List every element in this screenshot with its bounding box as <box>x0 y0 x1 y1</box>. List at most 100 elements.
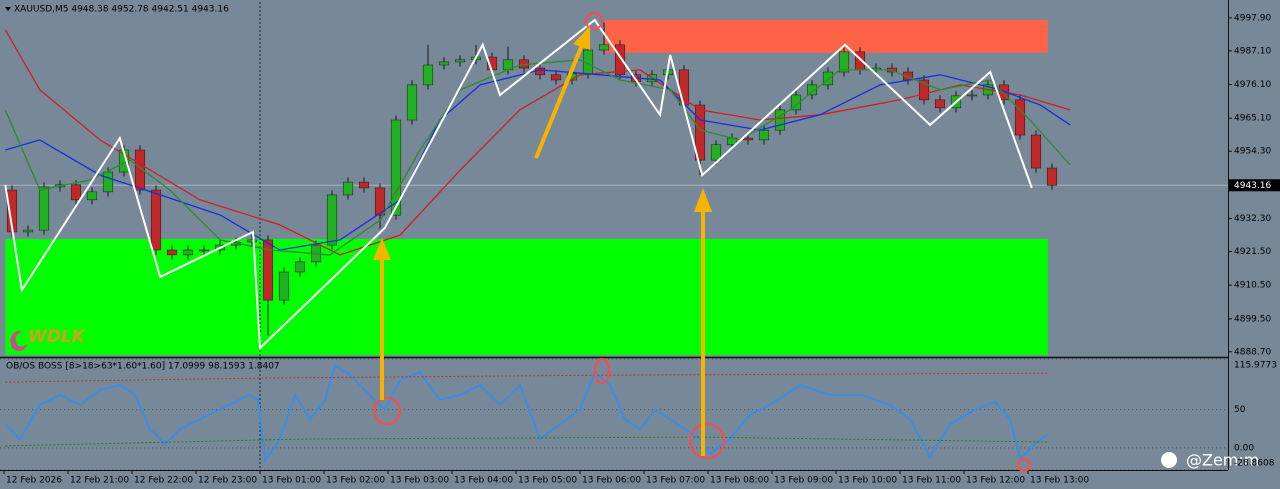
candle-body <box>102 171 114 193</box>
candle-body <box>70 184 82 201</box>
candle-body <box>966 94 978 97</box>
y-tick-label: 4910.50 <box>1234 281 1271 291</box>
x-tick-label: 12 Feb 21:00 <box>70 476 129 486</box>
last-price-label: 4943.16 <box>1234 181 1271 191</box>
logo-mark <box>10 331 28 352</box>
y-tick-label: 4965.10 <box>1234 114 1271 124</box>
line <box>4 59 1071 256</box>
candle-body <box>358 181 370 189</box>
x-tick-label: 13 Feb 07:00 <box>646 476 705 486</box>
y-tick-label: 4997.90 <box>1234 13 1271 23</box>
candle-body <box>406 84 418 121</box>
x-tick-label: 13 Feb 12:00 <box>966 476 1025 486</box>
candle-body <box>758 129 770 141</box>
credit: @Zem:m <box>1161 451 1259 470</box>
candle-body <box>246 239 258 243</box>
last-price-box <box>1229 179 1280 192</box>
candle-body <box>774 109 786 131</box>
x-tick-label: 13 Feb 02:00 <box>326 476 385 486</box>
x-tick-label: 12 Feb 23:00 <box>198 476 257 486</box>
y-tick-label: 115.9773 <box>1234 361 1277 371</box>
x-tick-label: 13 Feb 05:00 <box>518 476 577 486</box>
y-tick-label: 50 <box>1234 405 1246 415</box>
highlight-circle <box>594 358 610 384</box>
line <box>5 69 1071 251</box>
x-tick-label: 13 Feb 06:00 <box>582 476 641 486</box>
line <box>4 18 1033 351</box>
y-tick-label: -28.8608 <box>1234 459 1275 469</box>
candle-body <box>374 187 386 216</box>
candle-body <box>150 189 162 251</box>
highlight-circle <box>1017 458 1031 472</box>
candle-body <box>294 261 306 273</box>
zone <box>5 238 1048 356</box>
y-tick-label: 4954.30 <box>1234 147 1271 157</box>
candle-body <box>422 64 434 86</box>
y-tick-label: 4987.10 <box>1234 46 1271 56</box>
candle-body <box>182 249 194 256</box>
candle-body <box>614 44 626 76</box>
candle-body <box>710 144 722 161</box>
arrow-head <box>573 26 590 50</box>
candle-body <box>438 61 450 66</box>
x-tick-label: 13 Feb 13:00 <box>1030 476 1089 486</box>
candle-body <box>454 59 466 63</box>
candle-body <box>598 44 610 51</box>
candle-body <box>278 271 290 301</box>
y-tick-label: 4932.30 <box>1234 214 1271 224</box>
highlight-circle <box>585 12 603 30</box>
x-tick-label: 13 Feb 01:00 <box>262 476 321 486</box>
candle-body <box>806 84 818 96</box>
candle-body <box>390 119 402 216</box>
line <box>5 436 1048 447</box>
zone <box>604 20 1048 53</box>
x-tick-label: 13 Feb 11:00 <box>902 476 961 486</box>
candle-body <box>550 74 562 81</box>
menu-triangle[interactable] <box>5 7 11 11</box>
candle-body <box>86 191 98 201</box>
y-tick-label: 0.00 <box>1234 443 1254 453</box>
candle-body <box>134 149 146 191</box>
candle-body <box>934 99 946 109</box>
candle-body <box>1030 134 1042 169</box>
line <box>5 372 1048 383</box>
candle-body <box>326 194 338 246</box>
x-tick-label: 13 Feb 04:00 <box>454 476 513 486</box>
candle-body <box>838 51 850 73</box>
arrow-head <box>694 188 712 212</box>
y-tick-label: 4899.50 <box>1234 314 1271 324</box>
y-tick-label: 4888.70 <box>1234 347 1271 357</box>
candle-body <box>1046 167 1058 186</box>
arrow-head <box>373 238 391 260</box>
y-tick-label: 4921.50 <box>1234 247 1271 257</box>
main-layer <box>4 18 1071 351</box>
chart-title: XAUUSD,M5 4948.38 4952.78 4942.51 4943.1… <box>14 5 229 15</box>
logo: WDLK <box>10 327 87 352</box>
credit-text: @Zem:m <box>1186 451 1259 470</box>
candle-body <box>166 249 178 256</box>
x-tick-label: 13 Feb 10:00 <box>838 476 897 486</box>
candle-body <box>790 94 802 111</box>
line <box>4 363 1049 464</box>
candle-body <box>822 71 834 86</box>
x-tick-label: 13 Feb 09:00 <box>774 476 833 486</box>
candle-body <box>198 249 210 252</box>
x-tick-label: 13 Feb 08:00 <box>710 476 769 486</box>
candle-body <box>742 137 754 141</box>
annotations <box>373 12 1031 472</box>
arrow <box>534 44 584 159</box>
candle-body <box>38 186 50 231</box>
line <box>4 29 1071 256</box>
highlight-circle <box>373 397 401 425</box>
candle-body <box>1014 99 1026 136</box>
candle-body <box>22 229 34 233</box>
x-tick-label: 12 Feb 2026 <box>6 476 62 486</box>
candle-body <box>342 181 354 196</box>
candle-body <box>694 104 706 161</box>
x-tick-label: 12 Feb 22:00 <box>134 476 193 486</box>
watermark: WDLK <box>28 327 87 347</box>
social-icon <box>1161 452 1177 468</box>
y-tick-label: 4976.10 <box>1234 80 1271 90</box>
